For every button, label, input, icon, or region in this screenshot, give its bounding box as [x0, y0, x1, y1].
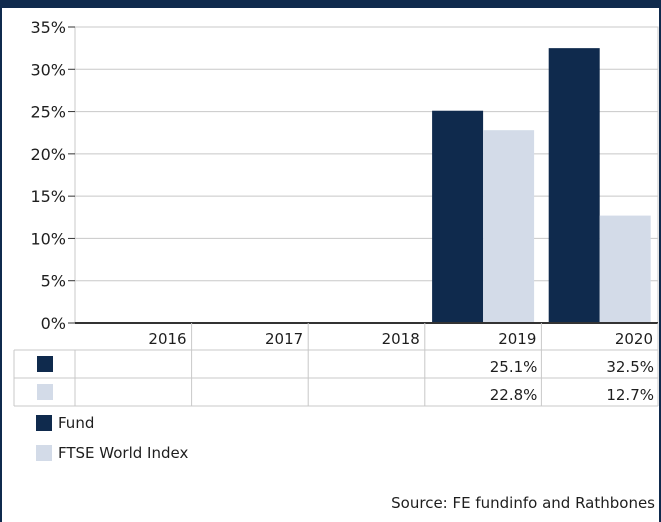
y-tick-label: 10%: [30, 229, 66, 248]
legend-label-fund: Fund: [58, 414, 95, 432]
bar-fund-2020: [548, 48, 600, 324]
y-tick-label: 20%: [30, 145, 66, 164]
x-tick-label: 2019: [498, 330, 536, 348]
x-tick-label: 2020: [615, 330, 653, 348]
data-label-fund: 32.5%: [606, 358, 654, 376]
legend-label-index: FTSE World Index: [58, 444, 189, 462]
bar-fund-2019: [432, 110, 484, 324]
source-note: Source: FE fundinfo and Rathbones: [391, 494, 655, 512]
y-tick-label: 0%: [41, 314, 66, 333]
y-tick-label: 30%: [30, 60, 66, 79]
data-label-fund: 25.1%: [490, 358, 538, 376]
data-label-index: 22.8%: [490, 386, 538, 404]
bar-index-2019: [483, 130, 535, 323]
y-tick-label: 25%: [30, 103, 66, 122]
legend-item-index: FTSE World Index: [36, 444, 188, 462]
x-tick-label: 2018: [382, 330, 420, 348]
y-tick-label: 5%: [41, 272, 66, 291]
data-label-index: 12.7%: [606, 386, 654, 404]
legend-item-fund: Fund: [36, 414, 94, 432]
x-tick-label: 2017: [265, 330, 303, 348]
bar-index-2020: [599, 215, 651, 323]
x-tick-label: 2016: [148, 330, 186, 348]
y-tick-label: 15%: [30, 187, 66, 206]
index-swatch: [36, 445, 52, 461]
table-swatch-fund: [37, 356, 53, 372]
fund-swatch: [36, 415, 52, 431]
y-tick-label: 35%: [30, 18, 66, 37]
table-swatch-index: [37, 384, 53, 400]
